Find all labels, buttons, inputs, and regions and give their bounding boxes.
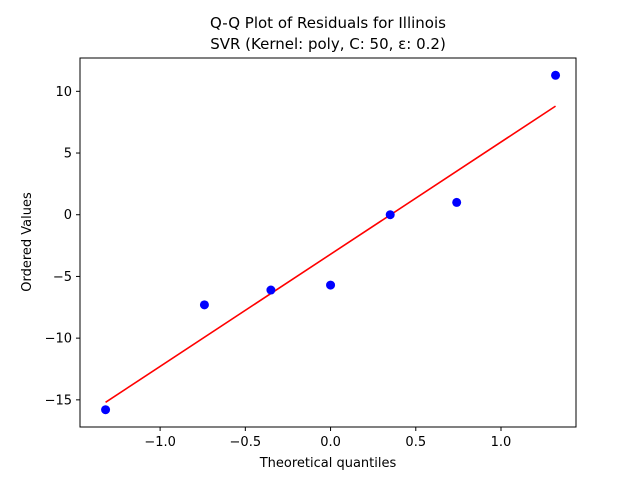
x-tick-label: 0.5 [405, 435, 426, 450]
y-tick-label: −10 [45, 332, 72, 347]
chart-title-line2: SVR (Kernel: poly, C: 50, ε: 0.2) [210, 35, 446, 53]
data-point [551, 70, 561, 80]
data-point [385, 210, 395, 220]
data-point [101, 405, 111, 415]
x-tick-label: −0.5 [230, 435, 262, 450]
fit-line [105, 105, 556, 403]
x-tick-label: −1.0 [144, 435, 176, 450]
chart-title-line1: Q-Q Plot of Residuals for Illinois [210, 14, 446, 32]
y-tick-label: 0 [64, 208, 72, 223]
plot-area-frame [79, 57, 577, 428]
y-tick-label: 10 [55, 85, 72, 100]
data-point [266, 285, 276, 295]
x-tick-label: 1.0 [491, 435, 512, 450]
y-tick-label: −5 [53, 270, 72, 285]
x-axis-ticks: −1.0 −0.5 0.0 0.5 1.0 [144, 427, 511, 450]
x-tick-label: 0.0 [320, 435, 341, 450]
plot-content [101, 70, 561, 415]
y-tick-label: 5 [64, 147, 72, 162]
data-point [199, 300, 209, 310]
y-tick-label: −15 [45, 393, 72, 408]
data-point [326, 280, 336, 290]
x-axis-label: Theoretical quantiles [259, 456, 397, 471]
y-axis-ticks: −15 −10 −5 0 5 10 [45, 85, 80, 408]
data-point [452, 197, 462, 207]
y-axis-label: Ordered Values [20, 192, 35, 292]
